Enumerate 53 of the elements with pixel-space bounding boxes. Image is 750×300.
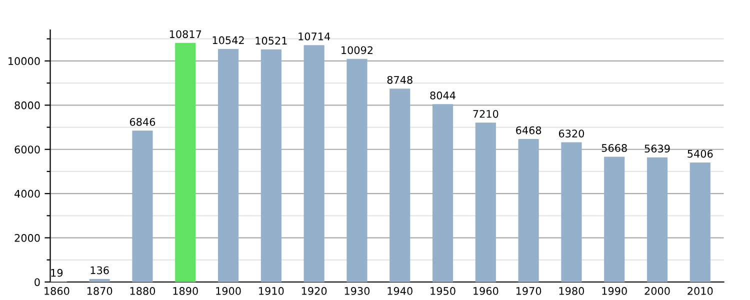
x-tick-label: 1940 (388, 287, 412, 295)
bar (132, 130, 153, 282)
x-tick-label: 2010 (688, 287, 713, 295)
x-tick-label: 1890 (173, 287, 198, 295)
data-label: 10092 (342, 46, 372, 54)
y-tick-label: 10000 (8, 57, 40, 66)
y-tick-label: 2000 (14, 234, 40, 242)
x-tick-label: 1910 (259, 287, 284, 295)
bar (475, 122, 496, 282)
data-label: 10521 (256, 36, 287, 45)
data-label: 6320 (558, 130, 584, 138)
x-tick-label: 1950 (430, 287, 456, 295)
data-label: 19 (51, 268, 63, 277)
x-tick-label: 1970 (516, 287, 542, 295)
bar (346, 58, 368, 282)
x-tick-label: 1860 (44, 287, 70, 295)
data-label: 7210 (473, 110, 498, 118)
bar (175, 42, 196, 282)
y-tick-label: 4000 (14, 190, 40, 198)
data-label: 8748 (387, 76, 412, 84)
x-tick-label: 2000 (644, 287, 670, 295)
data-label: 5406 (688, 150, 713, 158)
data-label: 136 (90, 266, 109, 274)
y-tick-label: 8000 (14, 101, 40, 110)
y-tick-label: 6000 (14, 146, 40, 154)
bar (690, 162, 710, 282)
data-label: 10542 (212, 36, 244, 44)
bar (518, 139, 539, 282)
data-label: 10714 (298, 32, 330, 40)
x-tick-label: 1980 (559, 287, 584, 295)
bar (646, 157, 668, 282)
data-label: 10817 (170, 30, 202, 38)
bar (304, 45, 324, 282)
bar (604, 156, 625, 282)
data-label: 6468 (516, 126, 542, 134)
data-label: 5639 (644, 144, 670, 153)
x-tick-label: 1930 (344, 287, 370, 295)
data-label: 8044 (430, 92, 456, 100)
bar (390, 88, 410, 282)
data-label: 6846 (130, 118, 156, 126)
x-tick-label: 1900 (216, 287, 241, 295)
bar (218, 48, 239, 282)
x-tick-label: 1870 (87, 287, 112, 295)
x-tick-label: 1990 (602, 287, 627, 295)
bar (89, 278, 110, 282)
x-tick-label: 1920 (302, 287, 327, 295)
y-tick-label: 0 (34, 278, 40, 286)
bar (260, 49, 282, 282)
bar (432, 104, 454, 282)
x-tick-label: 1880 (130, 287, 156, 295)
bar (561, 142, 582, 282)
data-label: 5668 (602, 144, 627, 152)
x-tick-label: 1960 (474, 287, 498, 295)
